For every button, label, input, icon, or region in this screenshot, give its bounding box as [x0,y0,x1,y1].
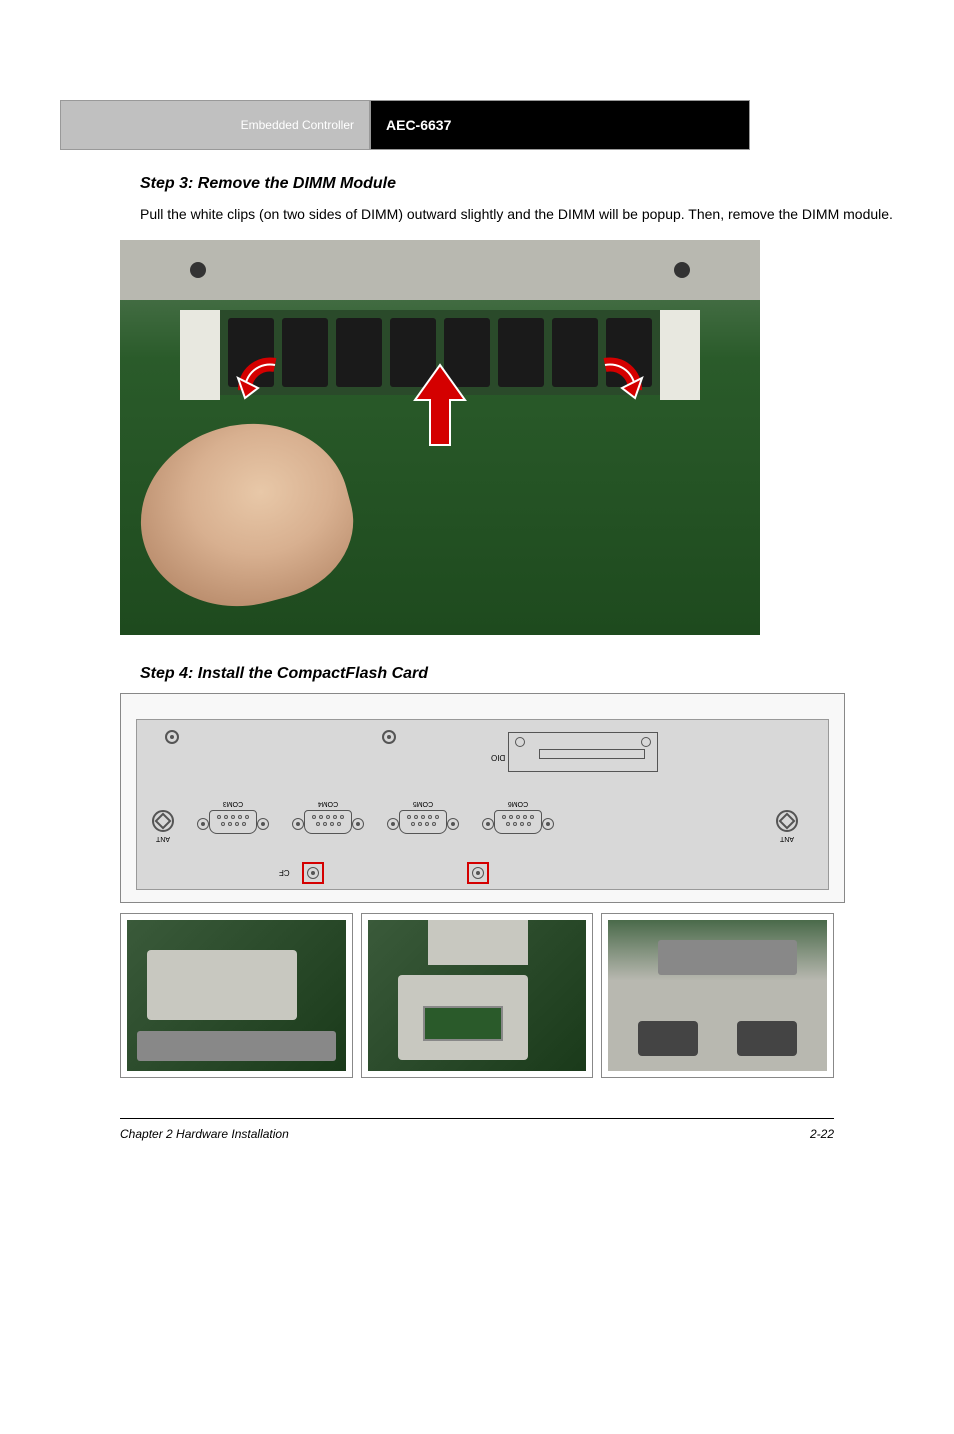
footer-chapter: Chapter 2 Hardware Installation [120,1127,289,1141]
arrow-curve-left-icon [230,350,290,410]
ant-right: ANT [776,810,798,832]
dio-label: DIO [491,753,505,762]
photo-4a [120,913,353,1078]
page-header: Embedded Controller AEC-6637 [60,100,894,150]
cf-label: CF [279,868,290,877]
step-4-title: Step 4: Install the CompactFlash Card [140,665,894,683]
photo-4b [361,913,594,1078]
com4-port: COM4 [292,810,364,836]
highlight-box-1 [302,862,324,884]
com3-port: COM3 [197,810,269,836]
com6-port: COM6 [482,810,554,836]
step-3-title: Step 3: Remove the DIMM Module [140,175,894,193]
dio-panel: DIO [508,732,658,772]
footer-page: 2-22 [810,1127,834,1141]
photo-4c [601,913,834,1078]
arrow-curve-right-icon [590,350,650,410]
highlight-box-2 [467,862,489,884]
page-footer: Chapter 2 Hardware Installation 2-22 [120,1118,834,1141]
step-3-photo [120,240,760,635]
rear-panel-diagram: DIO ANT ANT COM3 COM4 COM5 COM6 CF [120,693,845,903]
arrow-up-icon [410,360,470,450]
com5-port: COM5 [387,810,459,836]
step-4-photos [120,913,834,1078]
header-model: AEC-6637 [370,100,750,150]
step-3-body: Pull the white clips (on two sides of DI… [140,203,894,225]
header-device-type: Embedded Controller [60,100,370,150]
ant-left: ANT [152,810,174,832]
